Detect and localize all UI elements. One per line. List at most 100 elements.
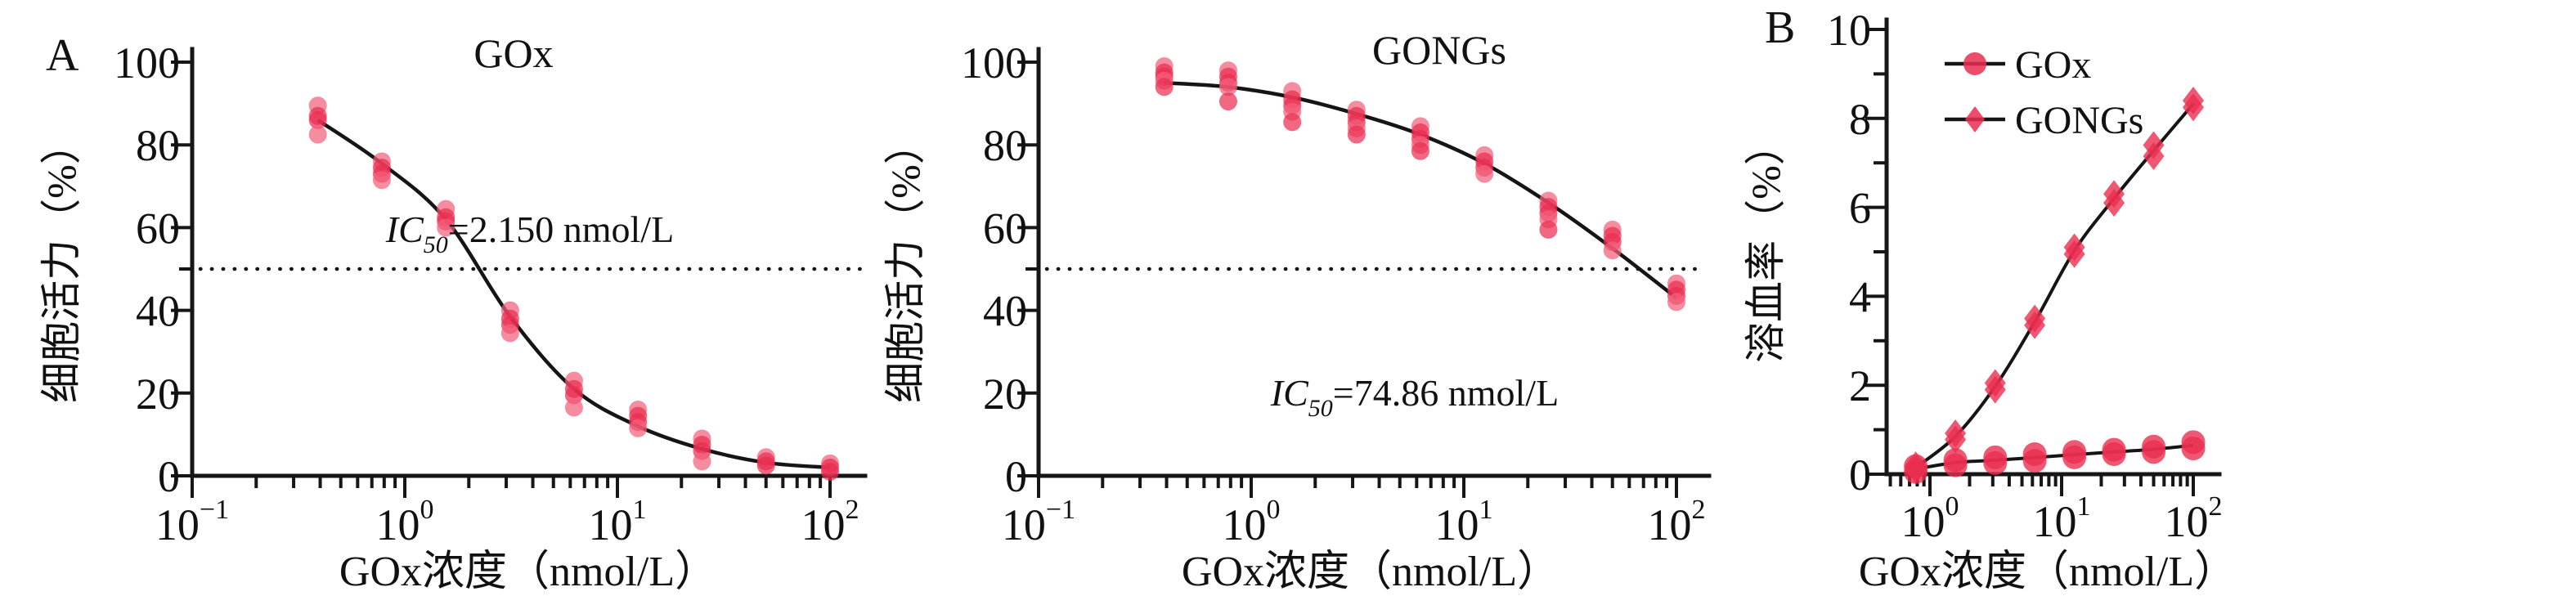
diamond-marker [2143,131,2165,159]
y-axis-title: 细胞活力（%） [38,123,84,403]
chart-hemolysis: 0 2 4 6 8 10 100 101 102 GOx GONGs GOx浓度（nmol/L） 溶血率… [1743,2,2237,595]
chart-title: GONGs [1372,27,1506,73]
replicate-point [564,386,583,405]
series-points-gongs [1905,87,2204,484]
replicate-point [308,110,327,129]
panel-label-a: A [46,30,79,81]
circle-marker [1983,445,2008,469]
replicate-point [1347,125,1366,144]
replicate-point [756,456,775,475]
replicate-point [372,171,391,190]
axes [1036,47,1712,478]
diamond-marker [1945,419,1967,447]
x-ticks: 100 101 102 [1888,474,2223,546]
y-tick-label: 60 [983,204,1027,253]
panel-label-b: B [1765,2,1795,53]
y-ticks: 0 20 40 60 80 100 [961,38,1039,501]
x-tick-label: 10−1 [1002,495,1075,549]
replicate-point [821,462,839,481]
replicate-point [1475,164,1494,183]
diamond-marker [1905,451,1927,480]
x-tick-label: 101 [2033,491,2091,546]
x-tick-label: 102 [2165,491,2223,546]
ic50-annotation: IC50=74.86 nmol/L [1270,372,1559,422]
replicate-point [1411,141,1429,160]
replicate-point [564,398,583,417]
y-tick-label: 100 [114,38,180,87]
data-points [1155,57,1685,311]
x-axis-title: GOx浓度（nmol/L） [1182,549,1560,595]
y-tick-label: 8 [1849,95,1871,144]
replicate-point [629,419,648,437]
x-tick-label: 102 [1648,495,1706,549]
circle-marker [2102,437,2126,462]
x-tick-label: 100 [1223,495,1281,549]
replicate-point [500,324,519,343]
circle-marker [1943,448,1968,473]
fit-curve [1164,81,1678,300]
y-tick-label: 20 [983,370,1027,419]
legend: GOx GONGs [1945,43,2143,142]
x-tick-label: 101 [589,495,647,549]
chart-viability-gox: 0 20 40 60 80 100 10−1 100 101 102 GOx IC50=2.150 n… [38,30,868,595]
y-tick-label: 40 [983,287,1027,336]
y-tick-label: 0 [1849,450,1871,500]
data-points [308,96,839,481]
y-tick-label: 20 [136,370,180,419]
replicate-point [1155,78,1174,96]
diamond-marker [1984,369,2006,397]
legend-item-gongs: GONGs [1945,99,2143,142]
legend-item-gox: GOx [1945,43,2091,87]
replicate-point [1283,113,1302,132]
y-ticks: 0 2 4 6 8 10 [1827,6,1887,500]
replicate-point [1218,92,1237,111]
y-tick-label: 80 [983,121,1027,170]
replicate-point [1603,241,1622,260]
fit-curve [316,118,831,470]
y-tick-label: 0 [1005,452,1027,501]
replicate-point [1667,293,1685,311]
x-tick-label: 100 [1901,491,1959,546]
replicate-point [693,452,711,471]
legend-label: GOx [2015,43,2091,87]
y-ticks: 0 20 40 60 80 100 [114,38,192,501]
x-ticks: 10−1 100 101 102 [1002,476,1706,549]
diamond-marker [2183,87,2204,115]
chart-title: GOx [473,30,553,76]
legend-diamond-marker-icon [1965,106,1985,132]
y-tick-label: 2 [1849,361,1871,410]
circle-marker [2181,430,2206,455]
y-axis-title: 溶血率（%） [1743,124,1788,363]
y-tick-label: 100 [961,38,1027,87]
ic50-annotation: IC50=2.150 nmol/L [385,208,674,258]
legend-circle-marker-icon [1963,52,1986,75]
x-tick-label: 101 [1435,495,1493,549]
x-tick-label: 100 [376,495,434,549]
y-tick-label: 40 [136,287,180,336]
axes [190,47,868,478]
y-tick-label: 6 [1849,184,1871,233]
y-tick-label: 80 [136,121,180,170]
y-tick-label: 10 [1827,6,1871,55]
axes [1884,17,2222,477]
y-tick-label: 0 [158,452,180,501]
x-tick-label: 10−1 [155,495,229,549]
replicate-point [308,125,327,144]
chart-viability-gongs: 0 20 40 60 80 100 10−1 100 101 102 GONGs IC50=74.86… [882,27,1712,595]
legend-label: GONGs [2015,99,2143,142]
replicate-point [437,218,456,237]
x-axis-title: GOx浓度（nmol/L） [339,549,717,595]
circle-marker [2062,440,2087,464]
x-ticks: 10−1 100 101 102 [155,476,859,549]
diamond-marker [2063,233,2085,262]
diamond-marker [2103,180,2125,208]
replicate-point [1218,78,1237,96]
circle-marker [2022,442,2047,467]
x-axis-title: GOx浓度（nmol/L） [1859,549,2237,595]
y-tick-label: 60 [136,204,180,253]
y-tick-label: 4 [1849,272,1871,321]
x-tick-label: 102 [801,495,859,549]
circle-marker [2142,434,2166,459]
